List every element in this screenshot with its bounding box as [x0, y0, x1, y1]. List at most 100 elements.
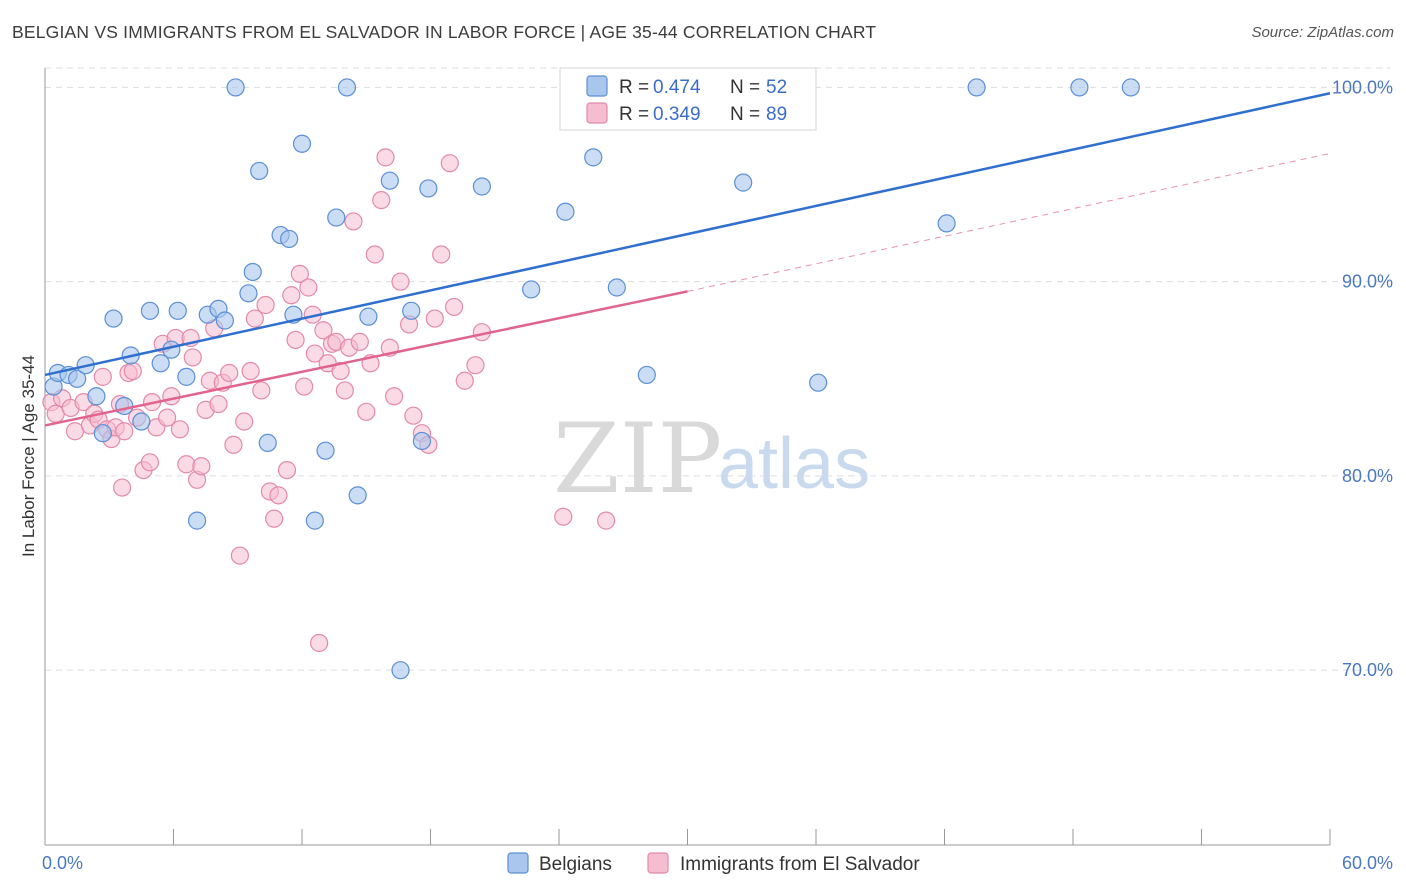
- salvador-point-53: [305, 344, 324, 363]
- belgian-point-15: [177, 367, 196, 386]
- salvador-point-14: [115, 422, 134, 441]
- belgian-point-36: [391, 661, 410, 680]
- y-tick-label-90: 90.0%: [1342, 272, 1393, 292]
- watermark: ZIP atlas: [553, 403, 870, 515]
- belgian-point-26: [280, 229, 299, 249]
- legend-n-value-belgians: 52: [766, 77, 787, 98]
- belgian-point-6: [93, 424, 112, 443]
- legend-swatch-belgians: [586, 75, 608, 97]
- salvador-point-50: [290, 264, 309, 284]
- belgian-point-34: [359, 307, 378, 326]
- bottom-legend-swatch-salvador: [647, 852, 669, 874]
- salvador-point-48: [282, 286, 301, 305]
- salvador-point-40: [241, 361, 260, 381]
- legend-r-value-salvador: 0.349: [653, 104, 701, 125]
- belgian-point-46: [637, 365, 656, 385]
- belgian-point-5: [87, 387, 106, 406]
- salvador-point-78: [440, 154, 459, 173]
- salvador-point-34: [209, 394, 228, 414]
- y-tick-label-70: 70.0%: [1342, 660, 1393, 680]
- salvador-point-16: [123, 361, 142, 381]
- salvador-point-24: [162, 387, 181, 406]
- belgian-point-49: [937, 214, 956, 233]
- salvador-point-9: [93, 367, 112, 386]
- belgian-point-22: [243, 262, 262, 282]
- belgian-point-30: [316, 441, 335, 460]
- belgian-point-33: [348, 486, 367, 505]
- salvador-point-30: [192, 457, 211, 476]
- chart-title: BELGIAN VS IMMIGRANTS FROM EL SALVADOR I…: [12, 22, 877, 42]
- salvador-point-77: [432, 245, 451, 264]
- legend-n-value-salvador: 89: [766, 104, 787, 125]
- watermark-zip: ZIP: [553, 403, 722, 515]
- belgian-point-50: [967, 78, 986, 97]
- salvador-point-27: [177, 455, 196, 474]
- legend-swatch-salvador: [586, 102, 608, 124]
- salvador-point-68: [376, 148, 395, 167]
- salvador-point-47: [277, 460, 297, 480]
- salvador-point-54: [310, 633, 329, 653]
- bottom-legend: Belgians Immigrants from El Salvador: [507, 852, 920, 875]
- belgian-point-40: [472, 177, 491, 196]
- salvador-point-49: [286, 330, 305, 350]
- belgian-point-42: [556, 202, 575, 221]
- belgian-point-52: [1121, 78, 1140, 97]
- y-tick-labels: 70.0% 80.0% 90.0% 100.0%: [1332, 77, 1393, 680]
- salvador-point-26: [170, 420, 190, 439]
- belgian-point-47: [734, 173, 753, 192]
- salvador-point-79: [444, 297, 464, 317]
- legend-r-value-belgians: 0.474: [653, 77, 701, 98]
- salvador-point-64: [357, 402, 376, 421]
- belgian-point-14: [168, 301, 187, 320]
- belgian-point-16: [187, 511, 207, 530]
- salvador-point-38: [230, 546, 249, 565]
- y-tick-label-100: 100.0%: [1332, 77, 1393, 97]
- salvador-point-66: [365, 245, 384, 264]
- belgian-point-31: [327, 208, 346, 227]
- salvador-point-83: [554, 507, 573, 526]
- salvador-point-71: [391, 272, 410, 291]
- belgian-point-32: [337, 78, 357, 97]
- salvador-point-60: [335, 381, 354, 400]
- belgian-point-21: [239, 284, 258, 303]
- salvador-point-86: [112, 478, 132, 497]
- bottom-legend-label-belgians: Belgians: [539, 854, 612, 875]
- belgian-point-10: [132, 412, 151, 431]
- belgian-point-8: [115, 396, 134, 416]
- legend-n-label-salvador: N =: [730, 104, 760, 125]
- belgians-trend-line: [44, 92, 1331, 377]
- salvador-point-62: [344, 212, 363, 231]
- belgian-point-29: [305, 511, 324, 530]
- belgian-point-51: [1070, 78, 1089, 97]
- belgian-point-19: [215, 311, 234, 330]
- salvador-point-42: [252, 381, 271, 400]
- belgian-point-44: [584, 148, 603, 167]
- salvador-point-19: [140, 453, 160, 472]
- salvador-trend-line: [44, 290, 688, 427]
- salvador-point-39: [235, 412, 254, 431]
- salvador-trend-extension: [687, 152, 1331, 292]
- salvador-point-81: [466, 356, 485, 375]
- x-tick-label-min: 0.0%: [42, 853, 83, 873]
- y-tick-label-80: 80.0%: [1342, 466, 1393, 486]
- belgian-point-23: [250, 161, 269, 181]
- salvador-point-43: [256, 295, 275, 315]
- belgian-point-45: [607, 278, 626, 297]
- y-axis-label: In Labor Force | Age 35-44: [19, 355, 38, 557]
- salvador-point-80: [455, 371, 474, 390]
- salvador-point-55: [314, 321, 333, 340]
- salvador-point-67: [372, 190, 391, 210]
- watermark-atlas: atlas: [718, 424, 870, 504]
- x-axis-ticks: [44, 829, 1331, 845]
- belgian-point-41: [522, 280, 541, 299]
- belgian-point-38: [412, 431, 432, 451]
- x-tick-label-max: 60.0%: [1342, 853, 1393, 873]
- belgian-point-35: [380, 171, 399, 190]
- legend-r-label-belgians: R =: [619, 77, 649, 98]
- salvador-point-41: [245, 309, 264, 328]
- salvador-point-37: [224, 435, 243, 454]
- salvador-point-76: [425, 309, 444, 328]
- belgian-point-7: [104, 309, 123, 328]
- legend: R = 0.474 N = 52 R = 0.349 N = 89: [559, 67, 817, 131]
